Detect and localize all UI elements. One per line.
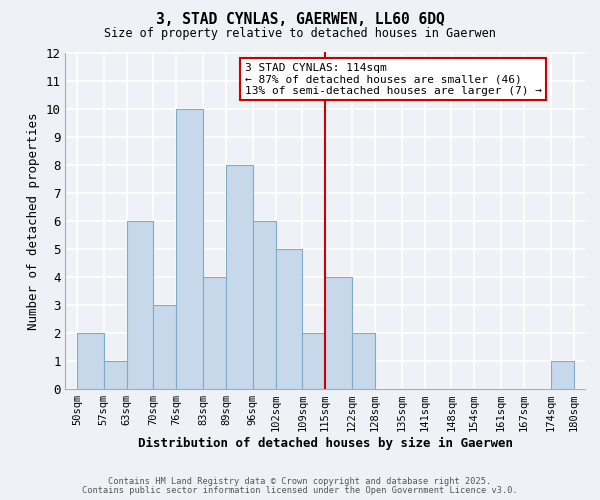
Bar xyxy=(325,277,352,389)
Bar xyxy=(127,221,153,389)
Text: Size of property relative to detached houses in Gaerwen: Size of property relative to detached ho… xyxy=(104,28,496,40)
Text: Contains HM Land Registry data © Crown copyright and database right 2025.: Contains HM Land Registry data © Crown c… xyxy=(109,477,491,486)
Bar xyxy=(275,249,302,389)
Text: 3, STAD CYNLAS, GAERWEN, LL60 6DQ: 3, STAD CYNLAS, GAERWEN, LL60 6DQ xyxy=(155,12,445,28)
Bar xyxy=(104,361,127,389)
Bar xyxy=(551,361,574,389)
Text: 3 STAD CYNLAS: 114sqm
← 87% of detached houses are smaller (46)
13% of semi-deta: 3 STAD CYNLAS: 114sqm ← 87% of detached … xyxy=(245,62,542,96)
Bar xyxy=(253,221,275,389)
Bar xyxy=(302,333,325,389)
Bar xyxy=(352,333,375,389)
Bar xyxy=(77,333,104,389)
Text: Contains public sector information licensed under the Open Government Licence v3: Contains public sector information licen… xyxy=(82,486,518,495)
Y-axis label: Number of detached properties: Number of detached properties xyxy=(27,112,40,330)
Bar xyxy=(203,277,226,389)
X-axis label: Distribution of detached houses by size in Gaerwen: Distribution of detached houses by size … xyxy=(138,437,513,450)
Bar xyxy=(226,164,253,389)
Bar xyxy=(153,305,176,389)
Bar xyxy=(176,108,203,389)
